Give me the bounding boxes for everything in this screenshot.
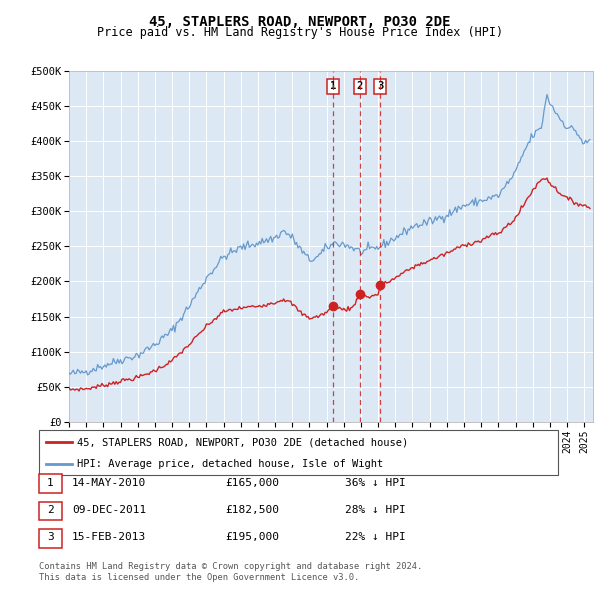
Text: 36% ↓ HPI: 36% ↓ HPI bbox=[345, 478, 406, 487]
Text: 45, STAPLERS ROAD, NEWPORT, PO30 2DE (detached house): 45, STAPLERS ROAD, NEWPORT, PO30 2DE (de… bbox=[77, 437, 408, 447]
Text: 15-FEB-2013: 15-FEB-2013 bbox=[72, 532, 146, 542]
Text: 2: 2 bbox=[357, 81, 363, 91]
Text: £182,500: £182,500 bbox=[225, 505, 279, 514]
Text: 3: 3 bbox=[377, 81, 383, 91]
Text: 1: 1 bbox=[47, 478, 54, 487]
Text: £165,000: £165,000 bbox=[225, 478, 279, 487]
Text: 3: 3 bbox=[47, 532, 54, 542]
Text: HPI: Average price, detached house, Isle of Wight: HPI: Average price, detached house, Isle… bbox=[77, 458, 383, 468]
Text: £195,000: £195,000 bbox=[225, 532, 279, 542]
Text: 09-DEC-2011: 09-DEC-2011 bbox=[72, 505, 146, 514]
Text: 14-MAY-2010: 14-MAY-2010 bbox=[72, 478, 146, 487]
Text: 45, STAPLERS ROAD, NEWPORT, PO30 2DE: 45, STAPLERS ROAD, NEWPORT, PO30 2DE bbox=[149, 15, 451, 29]
Text: 28% ↓ HPI: 28% ↓ HPI bbox=[345, 505, 406, 514]
Text: 2: 2 bbox=[47, 505, 54, 514]
Text: 22% ↓ HPI: 22% ↓ HPI bbox=[345, 532, 406, 542]
Text: This data is licensed under the Open Government Licence v3.0.: This data is licensed under the Open Gov… bbox=[39, 572, 359, 582]
Text: Price paid vs. HM Land Registry's House Price Index (HPI): Price paid vs. HM Land Registry's House … bbox=[97, 26, 503, 39]
Text: Contains HM Land Registry data © Crown copyright and database right 2024.: Contains HM Land Registry data © Crown c… bbox=[39, 562, 422, 571]
Text: 1: 1 bbox=[330, 81, 336, 91]
